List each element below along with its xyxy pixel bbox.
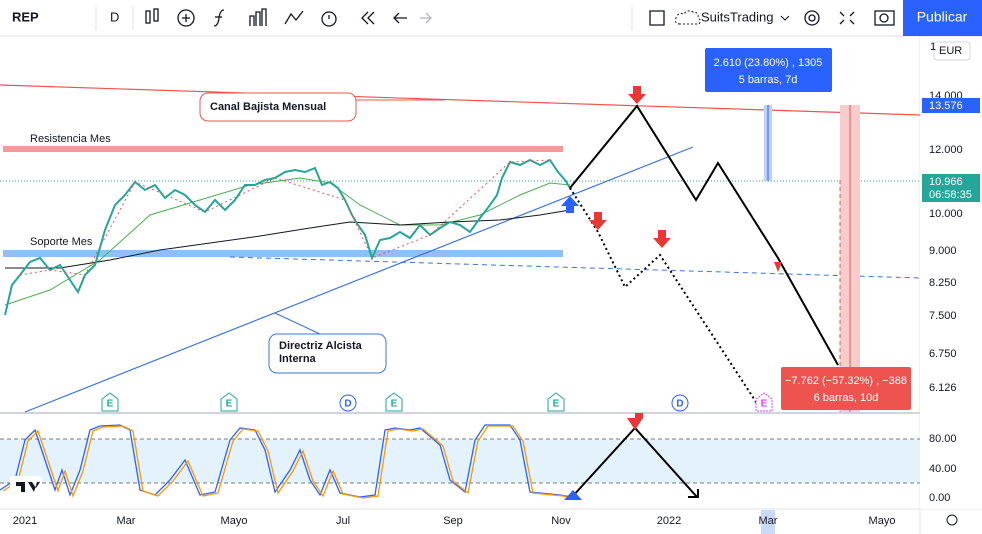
time-label: Mar: [117, 515, 136, 527]
time-label: 2022: [657, 515, 681, 527]
measure-down-box: [781, 367, 911, 410]
trendline-label: Interna: [279, 353, 317, 365]
countdown: 06:58:35: [929, 189, 972, 201]
channel-label: Canal Bajista Mensual: [210, 101, 326, 113]
arrow-head: [688, 489, 699, 498]
event-label: E: [553, 399, 560, 410]
measure-up-box: [705, 48, 832, 92]
time-label: Sep: [443, 515, 463, 527]
trendline-callout: [268, 333, 387, 374]
event-marker: [547, 392, 565, 412]
redo-icon[interactable]: [420, 12, 432, 24]
current-price: 13.576: [929, 100, 963, 112]
settings-icon[interactable]: [946, 514, 958, 526]
time-label: Nov: [551, 515, 571, 527]
resistance-band: [3, 146, 563, 152]
measure-down-text: −7.762 (−57.32%) , −388: [785, 375, 907, 387]
support-projection: [229, 256, 921, 279]
price-axis: [920, 37, 982, 509]
interval[interactable]: D: [110, 9, 119, 24]
time-highlight: [761, 510, 775, 534]
time-label: Mayo: [221, 515, 248, 527]
up-arrow: [561, 196, 579, 213]
time-label: Jul: [336, 515, 350, 527]
support-label: Soporte Mes: [30, 236, 93, 248]
support-band: [3, 250, 563, 257]
channel-callout: [199, 92, 357, 122]
dropdown-icon[interactable]: [780, 15, 790, 21]
resistance-label: Resistencia Mes: [30, 133, 111, 145]
down-arrow: [627, 413, 643, 430]
event-label: E: [107, 399, 114, 410]
event-label: D: [344, 399, 351, 410]
trendline-label: Directriz Alcista: [279, 340, 363, 352]
price-candles: [4, 158, 571, 316]
measure-down-text: 6 barras, 10d: [814, 392, 879, 404]
oscillator-label: 0.00: [929, 492, 950, 504]
cloud-icon[interactable]: [675, 10, 701, 25]
last-price-badge: [922, 174, 980, 202]
event-label: E: [226, 399, 233, 410]
alternative-path: [569, 187, 761, 409]
oscillator-label: 40.00: [929, 463, 957, 475]
event-marker: [671, 394, 689, 412]
price-label: 6.126: [929, 382, 957, 394]
price-label: 9.000: [929, 245, 957, 257]
event-marker: [101, 392, 119, 412]
time-label: Mar: [759, 515, 778, 527]
stochastic-k: [0, 424, 573, 498]
price-badge: [922, 98, 980, 113]
layout-name[interactable]: SuitsTrading: [701, 9, 774, 24]
last-price: 10.966: [929, 176, 963, 188]
time-label: Mayo: [869, 515, 896, 527]
event-label: E: [391, 399, 398, 410]
event-marker: [385, 392, 403, 412]
price-label: 6.750: [929, 348, 957, 360]
event-marker: [755, 392, 773, 412]
callout-pointer: [274, 312, 321, 335]
publish-button[interactable]: [903, 0, 982, 36]
axis-label-cut: 1: [930, 41, 936, 53]
stochastic-d: [2, 425, 573, 499]
oscillator-label: 80.00: [929, 433, 957, 445]
currency[interactable]: EUR: [939, 45, 962, 57]
event-label: D: [676, 399, 683, 410]
toolbar-icons[interactable]: [145, 8, 895, 27]
oscillator-band: [0, 439, 920, 483]
down-arrows: [589, 86, 782, 272]
publish-label[interactable]: Publicar: [917, 9, 968, 25]
symbol[interactable]: REP: [12, 9, 39, 24]
bullish-trendline: [24, 146, 694, 413]
currency-button[interactable]: [933, 41, 971, 61]
measure-up-text: 5 barras, 7d: [739, 74, 798, 86]
moving-average-long: [5, 209, 571, 269]
price-label: 7.500: [929, 310, 957, 322]
projection-path: [569, 104, 839, 366]
time-label: 2021: [13, 515, 37, 527]
event-label: E: [761, 399, 768, 410]
up-arrow: [564, 490, 582, 500]
event-marker: [220, 392, 238, 412]
price-label: 12.000: [929, 144, 963, 156]
price-label: 8.250: [929, 277, 957, 289]
toolbar: [0, 0, 982, 36]
price-label: 10.000: [929, 208, 963, 220]
tv-logo: [10, 476, 42, 496]
event-marker: [339, 394, 357, 412]
price-candles-red: [19, 159, 551, 276]
measure-up-text: 2.610 (23.80%) , 1305: [714, 57, 823, 69]
